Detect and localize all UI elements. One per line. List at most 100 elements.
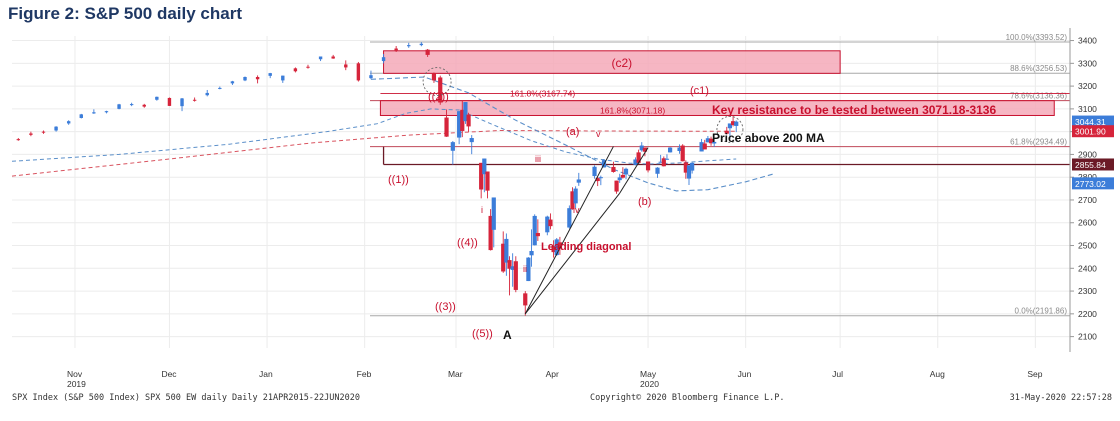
footer-copyright: Copyright© 2020 Bloomberg Finance L.P. [590,393,785,403]
x-tick-label: Mar [448,369,463,379]
candle-body [431,73,437,81]
candle-body [557,242,562,249]
candle-body [450,142,455,151]
wave-label-2: ((2)) [428,91,449,103]
candle-body [255,76,260,80]
candle-body [730,121,736,126]
candle-body [457,111,462,138]
candle-body [655,167,660,174]
candle-body [642,147,648,152]
candle-body [306,66,310,68]
axis-layer: 2100220023002400250026002700280029003000… [67,28,1114,389]
candle-body [230,81,235,84]
candle-body [79,114,83,118]
price-above-ma-label: Price above 200 MA [712,131,825,145]
price-tag-label: 2773.02 [1075,179,1106,189]
wave-label-3: ((3)) [435,301,456,313]
candle-body [712,141,717,144]
candle-body [551,245,556,253]
y-tick-label: 2300 [1078,286,1097,296]
candle-body [41,131,46,133]
candle-body [686,165,692,179]
marker-circle [422,67,452,96]
candle-body [532,215,537,246]
price-tag-label: 2855.84 [1075,160,1106,170]
candle-body [645,161,651,171]
figure-title: Figure 2: S&P 500 daily chart [8,4,242,23]
candle-body [444,117,449,137]
price-tag [1072,177,1114,190]
candle-body [180,98,184,107]
candle-body [664,158,670,160]
candle-body [724,130,729,134]
candle-body [104,111,109,113]
x-tick-label: Jun [738,369,752,379]
y-tick-label: 3400 [1078,36,1097,46]
wave-label-A: A [503,328,512,342]
price-tag [1072,115,1114,128]
candle-body [661,158,666,167]
candle-body [727,123,733,129]
candle-body [218,87,222,89]
y-tick-label: 2400 [1078,263,1097,273]
x-tick-label: Apr [546,369,559,379]
candle-body [293,68,298,72]
candle-body [708,138,714,144]
candle-body [623,168,629,175]
resistance-zones-layer: (c2) Key resistance to be tested between … [379,50,1070,117]
candle-body [567,208,572,228]
candle-body [117,104,121,109]
wave-label-iv: iv [573,205,580,215]
price-tag [1072,125,1114,138]
candle-body [680,145,685,162]
candle-body [504,238,509,263]
candle-body [690,162,695,171]
candle-body [394,48,398,51]
candle-body [407,45,411,47]
x-tick-label: Feb [357,369,372,379]
candle-body [705,138,710,143]
x-year-label: 2019 [67,379,86,389]
annotations-layer: ((1))((2))((3))((4))((5)) A(a)(b)(c1)iiii… [388,67,825,342]
marker-circle [716,115,744,143]
price-tag-label: 3044.31 [1075,117,1106,127]
x-tick-label: Jan [259,369,273,379]
ma-200-line [11,129,737,177]
wave-label-v: v [596,129,601,139]
candle-body [636,152,641,163]
fib-label: 78.6%(3136.36) [1010,92,1067,101]
candle-body [545,216,550,233]
diagonal-upper-line [524,146,614,315]
y-tick-label: 2500 [1078,241,1097,251]
price-tag-label: 3001.90 [1075,127,1106,137]
zone-key-resistance [379,100,1055,116]
candle-body [573,188,578,204]
candle-body [331,56,335,59]
candle-body [554,239,559,256]
candle-body [523,293,528,306]
fib-label: 0.0%(2191.86) [1015,307,1068,316]
candle-body [491,197,496,230]
candle-body [510,266,515,270]
leading-diagonal-label: Leading diagonal [541,241,631,253]
candle-body [513,261,518,290]
candle-body [54,126,58,131]
candle-body [617,177,622,181]
ext-label: 161.8%(3071.18) [600,105,665,115]
wave-label-c1: (c1) [690,85,709,97]
y-tick-label: 3100 [1078,104,1097,114]
candle-body [595,178,600,182]
wave-label-5: ((5)) [472,328,493,340]
y-tick-label: 3200 [1078,81,1097,91]
wave-label-4: ((4)) [457,237,478,249]
y-tick-label: 2700 [1078,195,1097,205]
candle-body [419,43,424,46]
candle-body [155,96,159,100]
candle-body [485,171,490,191]
price-tag [1072,158,1114,171]
wave-label-i: i [481,205,483,215]
candle-body [488,215,493,251]
wave-label-1: ((1)) [388,174,409,186]
candle-body [658,161,663,163]
